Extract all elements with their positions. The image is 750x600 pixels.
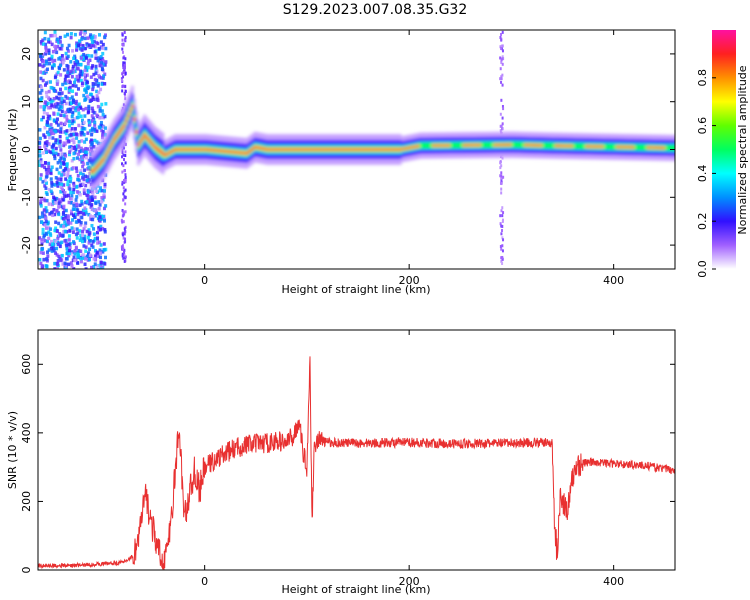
colorbar-tick-label: 0.4 [696, 165, 709, 183]
snr-y-tick-label: 0 [20, 567, 33, 574]
colorbar: 0.0 0.2 0.4 0.6 0.8 Normalized spectral ampl… [696, 30, 749, 278]
colorbar-label: Normalized spectral amplitude [736, 65, 749, 234]
snr-y-axis-label: SNR (10 * v/v) [6, 411, 19, 489]
snr-y-tick-label: 400 [20, 422, 33, 443]
colorbar-tick-label: 0.2 [696, 212, 709, 230]
spectrogram-x-tick-label: 0 [201, 274, 208, 287]
spectrogram-plot: 0 200 400 -20 -10 0 10 20 Height of straight li… [6, 29, 676, 296]
spectrogram-x-axis-label: Height of straight line (km) [281, 283, 430, 296]
snr-x-tick-label: 0 [201, 575, 208, 588]
snr-series-line [38, 356, 675, 570]
snr-plot: 0 200 400 0 200 400 600 Height of straight lin… [6, 329, 676, 596]
snr-x-tick-label: 400 [603, 575, 624, 588]
spectrogram-y-axis-label: Frequency (Hz) [6, 109, 19, 192]
spectrogram-y-tick-label: -20 [20, 236, 33, 254]
spectrogram-y-tick-label: 20 [20, 47, 33, 61]
spectrogram-x-tick-label: 200 [399, 274, 420, 287]
snr-y-tick-label: 200 [20, 491, 33, 512]
snr-x-tick-label: 200 [399, 575, 420, 588]
spectrogram-y-tick-label: -10 [20, 188, 33, 206]
colorbar-scale [712, 30, 736, 269]
spectrogram-x-tick-label: 400 [603, 274, 624, 287]
spectrogram-band [90, 85, 675, 192]
snr-y-tick-label: 600 [20, 354, 33, 375]
colorbar-tick-label: 0.0 [696, 260, 709, 278]
snr-x-axis-label: Height of straight line (km) [281, 583, 430, 596]
colorbar-tick-label: 0.6 [696, 117, 709, 135]
spectrogram-y-tick-label: 10 [20, 95, 33, 109]
snr-frame [37, 329, 676, 571]
chart-title: S129.2023.007.08.35.G32 [282, 2, 468, 18]
spectrogram-heatmap [38, 30, 675, 269]
spectrogram-y-tick-label: 0 [20, 146, 33, 153]
colorbar-tick-label: 0.8 [696, 69, 709, 87]
spectrogram-noise [38, 30, 505, 269]
